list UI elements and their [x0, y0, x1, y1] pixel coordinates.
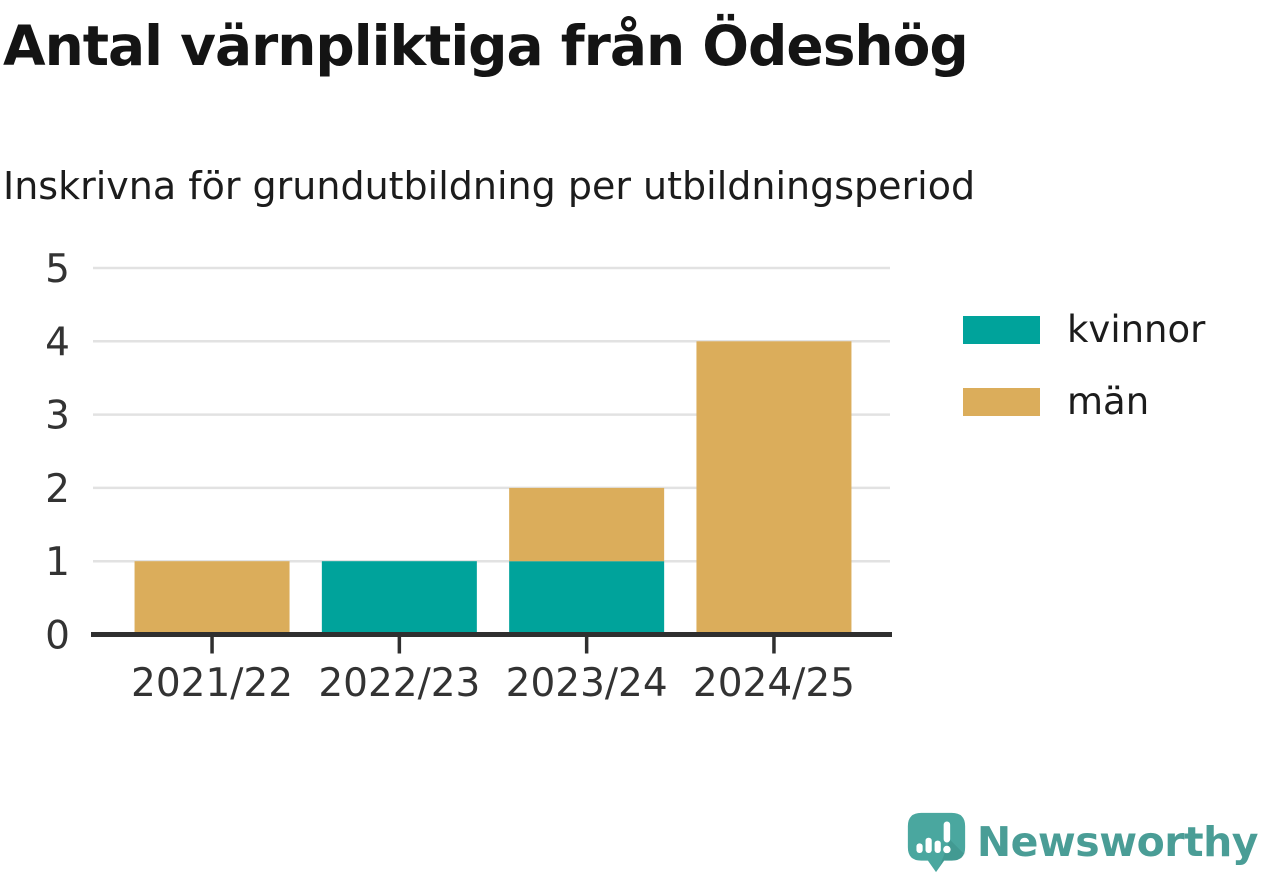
- legend-item-män: män: [963, 380, 1205, 423]
- logo-bar-short: [916, 843, 923, 853]
- newsworthy-wordmark: Newsworthy: [976, 818, 1259, 866]
- newsworthy-logo: Newsworthy: [905, 810, 1259, 874]
- logo-exclamation-bar: [943, 821, 950, 843]
- chart-title: Antal värnpliktiga från Ödeshög: [3, 14, 969, 78]
- x-tick-label: 2023/24: [506, 661, 668, 706]
- x-tick-label: 2021/22: [131, 661, 293, 706]
- y-tick-label: 4: [45, 320, 70, 365]
- y-tick-label: 3: [45, 394, 70, 439]
- legend: kvinnor män: [963, 308, 1205, 423]
- logo-bar-tall: [925, 837, 932, 853]
- legend-label: kvinnor: [1067, 308, 1206, 351]
- newsworthy-logo-icon: [907, 812, 965, 873]
- y-tick-label: 2: [45, 467, 70, 512]
- legend-label: män: [1067, 380, 1150, 423]
- bar-segment-kvinnor-2023/24: [509, 561, 665, 635]
- y-tick-label: 1: [45, 540, 70, 585]
- x-tick-label: 2024/25: [693, 661, 855, 706]
- legend-swatch-kvinnor: [963, 315, 1040, 344]
- x-tick-label: 2022/23: [318, 661, 480, 706]
- bar-segment-män-2024/25: [696, 341, 852, 635]
- y-tick-label: 0: [45, 614, 70, 659]
- bar-segment-män-2021/22: [134, 561, 290, 635]
- logo-exclamation-dot: [942, 845, 951, 854]
- bar-segment-män-2023/24: [509, 487, 665, 562]
- logo-bar-medium: [934, 840, 941, 853]
- legend-item-kvinnor: kvinnor: [963, 308, 1205, 351]
- chart-subtitle: Inskrivna för grundutbildning per utbild…: [3, 164, 976, 208]
- bar-segment-kvinnor-2022/23: [321, 561, 477, 635]
- legend-swatch-män: [963, 387, 1040, 416]
- y-tick-label: 5: [45, 247, 70, 292]
